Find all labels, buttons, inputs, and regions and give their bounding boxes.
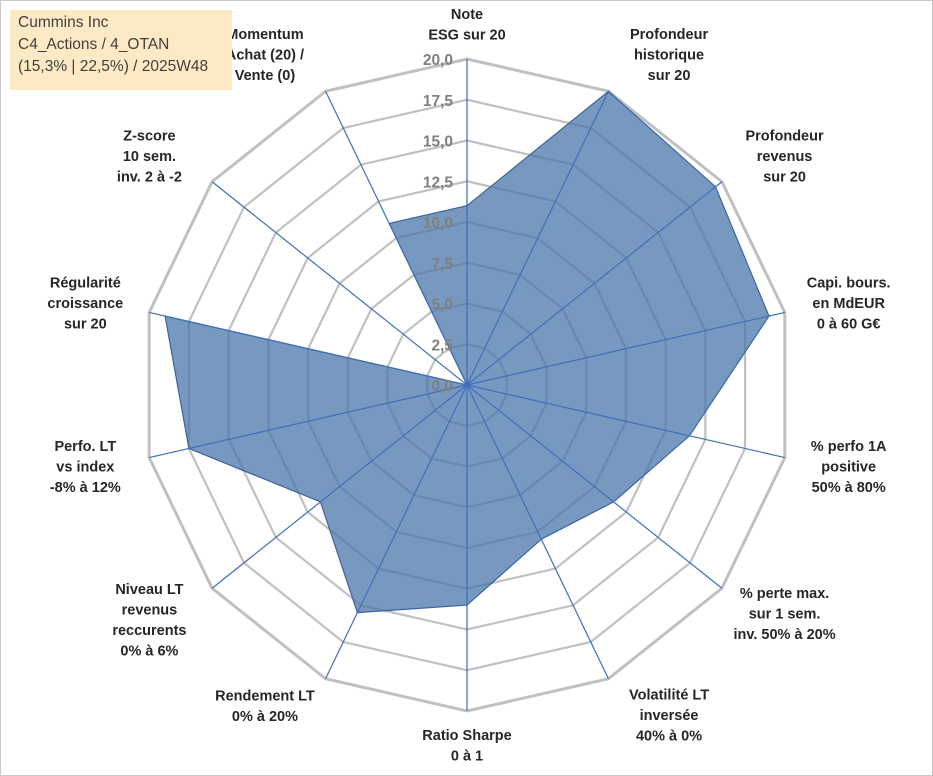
axis-label-line: sur 20	[763, 170, 806, 186]
axis-spoke	[149, 384, 468, 459]
tick-label: 10,0	[423, 215, 453, 232]
axis-spoke	[466, 384, 609, 679]
axis-label-line: croissance	[47, 296, 123, 312]
performance-stats: (15,3% | 22,5%) / 2025W48	[18, 58, 209, 75]
axis-label-line: Profondeur	[630, 27, 708, 43]
axis-label: Capi. bours. en MdEUR 0 à 60 G€	[807, 276, 891, 333]
axis-label-line: revenus	[757, 149, 813, 165]
axis-label-line: positive	[821, 459, 876, 475]
axis-label-line: reccurents	[112, 623, 186, 639]
axis-label-line: en MdEUR	[812, 296, 885, 312]
axis-label-line: vs index	[56, 459, 114, 475]
axis-label-line: % perte max.	[740, 586, 829, 602]
axis-label-line: 40% à 0%	[636, 729, 702, 745]
axis-label: Profondeur revenus sur 20	[745, 129, 823, 186]
axis-label-line: % perfo 1A	[811, 439, 887, 455]
axis-label: Perfo. LT vs index -8% à 12%	[50, 439, 121, 496]
axis-label: Z-score 10 sem. inv. 2 à -2	[117, 129, 182, 186]
axis-label-line: Momentum	[226, 27, 303, 43]
axis-label: % perfo 1A positive 50% à 80%	[811, 439, 887, 496]
axis-spoke	[466, 384, 785, 459]
axis-label-line: Niveau LT	[115, 582, 183, 598]
axis-spoke	[149, 311, 468, 386]
axis-spoke	[211, 181, 468, 386]
axis-label-line: Vente (0)	[235, 68, 296, 84]
company-name: Cummins Inc	[18, 14, 109, 31]
axis-label: Note ESG sur 20	[428, 7, 505, 44]
axis-label-line: Note	[451, 7, 483, 23]
axis-label-line: Perfo. LT	[54, 439, 116, 455]
axis-label-line: 0 à 1	[451, 749, 483, 765]
axis-label-line: sur 20	[648, 68, 691, 84]
tick-labels: 0,0 2,5 5,0 7,5 10,0 12,5 15,0 17,5 20,0	[423, 52, 454, 395]
title-box: Cummins Inc C4_Actions / 4_OTAN (15,3% |…	[10, 10, 232, 90]
axis-label-line: 0% à 20%	[232, 709, 298, 725]
axis-spoke	[466, 384, 723, 589]
axis-label-line: revenus	[122, 603, 178, 619]
axis-label-line: Régularité	[50, 276, 121, 292]
portfolio-name: C4_Actions / 4_OTAN	[18, 36, 170, 53]
axis-labels: Note ESG sur 20 Profondeur historique sur 20…	[47, 7, 890, 765]
axis-label: Profondeur historique sur 20	[630, 27, 708, 84]
axis-label: Rendement LT 0% à 20%	[215, 689, 315, 726]
axis-label: % perte max. sur 1 sem. inv. 50% à 20%	[734, 586, 836, 643]
tick-label: 2,5	[431, 337, 453, 354]
axis-label-line: sur 20	[64, 317, 107, 333]
tick-label: 20,0	[423, 52, 453, 69]
axis-label-line: inversée	[640, 708, 699, 724]
tick-label: 12,5	[423, 174, 454, 191]
axis-label-line: ESG sur 20	[428, 28, 505, 44]
axis-label-line: 0% à 6%	[120, 644, 178, 660]
axis-label-line: historique	[634, 47, 704, 63]
axis-label-line: Ratio Sharpe	[422, 728, 511, 744]
axis-label-line: Rendement LT	[215, 689, 315, 705]
tick-label: 0,0	[431, 378, 453, 395]
spokes	[149, 59, 785, 711]
axis-label-line: Achat (20) /	[226, 47, 304, 63]
axis-label-line: 10 sem.	[123, 149, 176, 165]
axis-spoke	[211, 384, 468, 589]
axis-label: Régularité croissance sur 20	[47, 276, 123, 333]
axis-label-line: sur 1 sem.	[749, 606, 821, 622]
axis-label-line: Z-score	[123, 129, 175, 145]
axis-spoke	[466, 181, 723, 386]
axis-label: Ratio Sharpe 0 à 1	[422, 728, 511, 765]
axis-label: Volatilité LT inversée 40% à 0%	[629, 688, 709, 745]
axis-label-line: 0 à 60 G€	[817, 317, 881, 333]
axis-spoke	[466, 311, 785, 386]
axis-label-line: Profondeur	[745, 129, 823, 145]
tick-label: 15,0	[423, 134, 453, 151]
axis-label-line: Volatilité LT	[629, 688, 709, 704]
axis-label-line: inv. 2 à -2	[117, 170, 182, 186]
axis-spoke	[466, 91, 609, 386]
axis-label-line: inv. 50% à 20%	[734, 627, 836, 643]
axis-label-line: Capi. bours.	[807, 276, 891, 292]
tick-label: 7,5	[431, 256, 453, 273]
axis-spoke	[325, 384, 468, 679]
axis-label: Niveau LT revenus reccurents 0% à 6%	[112, 582, 186, 660]
axis-spoke	[325, 91, 468, 386]
tick-label: 5,0	[431, 297, 453, 314]
tick-label: 17,5	[423, 93, 454, 110]
axis-label-line: 50% à 80%	[812, 480, 886, 496]
axis-label-line: -8% à 12%	[50, 480, 121, 496]
axis-label: Momentum Achat (20) / Vente (0)	[226, 27, 304, 84]
